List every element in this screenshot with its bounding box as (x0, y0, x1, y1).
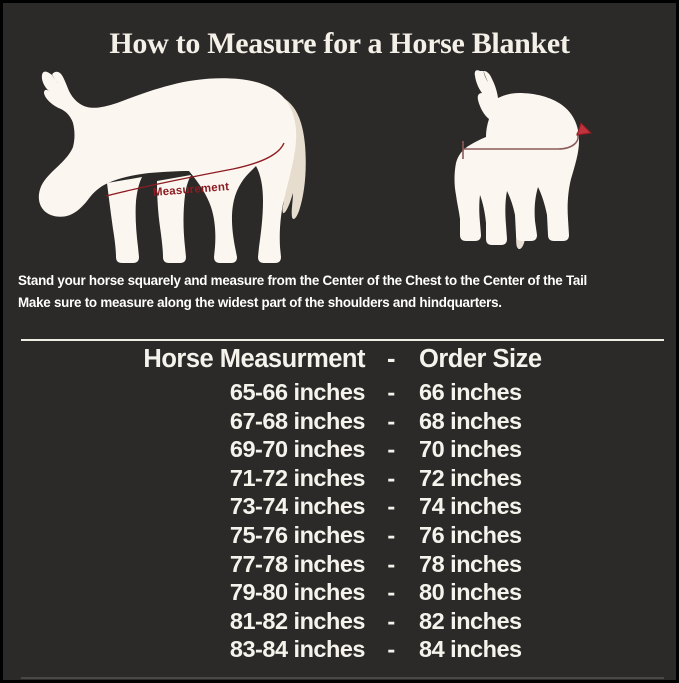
horse-side-view-illustration (38, 71, 306, 263)
table-row: 69-70 inches -70 inches (3, 436, 676, 465)
cell-separator: - (387, 579, 395, 606)
cell-measurement: 77-78 inches (229, 550, 366, 577)
table-body: 65-66 inches -66 inches 67-68 inches -68 in… (3, 379, 676, 665)
cell-measurement: 73-74 inches (229, 493, 366, 520)
table-row: 81-82 inches -82 inches (3, 607, 676, 637)
measurement-arrow-group (462, 122, 593, 159)
divider-bottom (21, 677, 664, 679)
cell-separator: - (387, 379, 395, 405)
table-row: 73-74 inches -74 inches (3, 493, 676, 522)
cell-separator: - (387, 521, 395, 548)
divider-top (21, 339, 664, 341)
cell-measurement: 83-84 inches (229, 636, 366, 663)
cell-order-size: 68 inches (419, 407, 522, 434)
cell-order-size: 80 inches (419, 579, 522, 606)
table-row: 75-76 inches -76 inches (3, 521, 676, 551)
cell-separator: - (387, 464, 395, 491)
cell-order-size: 84 inches (419, 636, 522, 663)
table-header-row: Horse Measurment - Order Size (3, 345, 676, 379)
measurement-line (105, 142, 285, 197)
cell-measurement: 79-80 inches (229, 579, 366, 606)
instructions-block: Stand your horse squarely and measure fr… (18, 270, 670, 314)
cell-measurement: 75-76 inches (229, 521, 366, 548)
instruction-line-2: Make sure to measure along the widest pa… (18, 295, 502, 310)
horse-front-body-shape (454, 70, 579, 245)
page-title: How to Measure for a Horse Blanket (109, 27, 570, 60)
cell-measurement: 69-70 inches (229, 436, 366, 463)
cell-order-size: 78 inches (419, 550, 522, 577)
table-row: 77-78 inches -78 inches (3, 550, 676, 580)
cell-measurement: 81-82 inches (229, 607, 366, 634)
cell-measurement: 71-72 inches (229, 464, 366, 491)
cell-measurement: 65-66 inches (229, 379, 366, 405)
measurement-arrowhead (576, 122, 593, 136)
cell-order-size: 74 inches (419, 493, 522, 520)
table-row: 67-68 inches -68 inches (3, 407, 676, 437)
cell-separator: - (387, 493, 395, 520)
instruction-line-1: Stand your horse squarely and measure fr… (18, 273, 588, 288)
cell-order-size: 70 inches (419, 436, 522, 463)
cell-separator: - (387, 636, 395, 663)
cell-order-size: 72 inches (419, 464, 522, 491)
cell-separator: - (387, 407, 395, 434)
header-order-size: Order Size (419, 345, 542, 373)
table-row: 71-72 inches -72 inches (3, 464, 676, 494)
cell-order-size: 82 inches (419, 607, 522, 634)
table-row: 79-80 inches -80 inches (3, 579, 676, 608)
horse-body-shape (38, 71, 297, 263)
size-table: Horse Measurment - Order Size 65-66 inch… (3, 345, 676, 665)
cell-separator: - (387, 550, 395, 577)
header-separator: - (387, 345, 396, 373)
horse-front-legs-shape (107, 175, 191, 263)
table-row: 65-66 inches -66 inches (3, 379, 676, 408)
cell-order-size: 76 inches (419, 521, 522, 548)
cell-separator: - (387, 607, 395, 634)
horse-ear-shape (51, 73, 60, 85)
horse-front-view-illustration (454, 69, 593, 250)
cell-order-size: 66 inches (419, 379, 522, 405)
header-measurement: Horse Measurment (143, 345, 365, 373)
cell-separator: - (387, 436, 395, 463)
cell-measurement: 67-68 inches (229, 407, 366, 434)
table-row: 83-84 inches -84 inches (3, 636, 676, 665)
illustration-band: Measurement (3, 61, 676, 266)
